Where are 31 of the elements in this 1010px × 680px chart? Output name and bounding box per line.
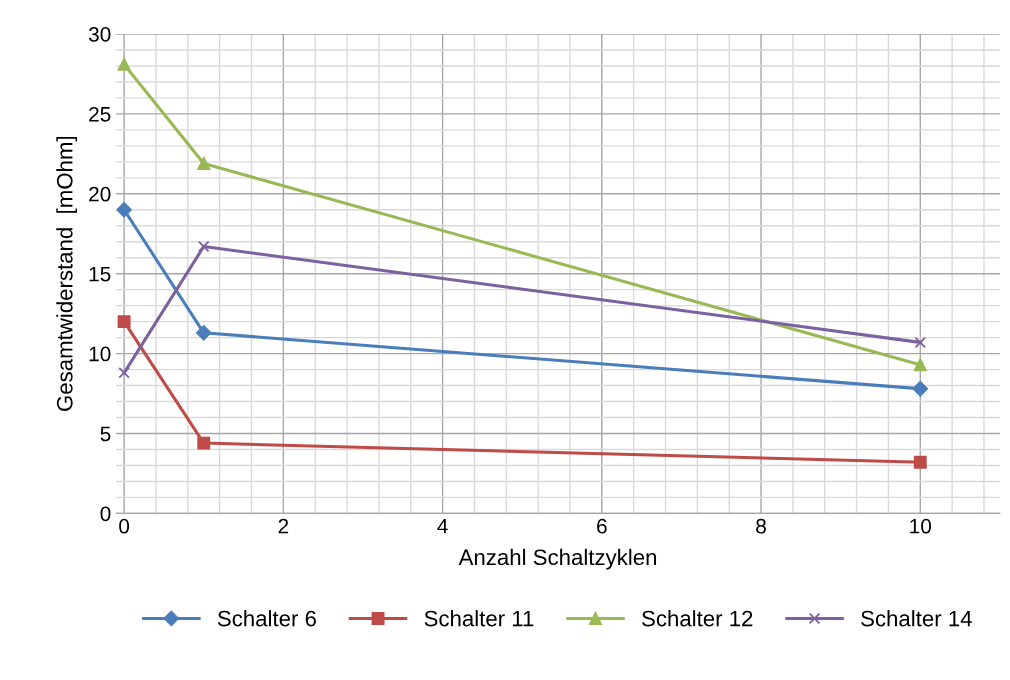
point [197, 156, 211, 170]
y-tick-label: 30 [88, 27, 111, 42]
point [914, 336, 927, 349]
legend-label: Schalter 11 [424, 610, 534, 627]
point [117, 315, 131, 329]
y-axis-title: Gesamtwiderstand [mOhm] [56, 136, 78, 411]
x-tick-label: 4 [437, 519, 448, 534]
y-tick-label: 25 [89, 106, 111, 122]
legend-label: Schalter 6 [217, 610, 316, 627]
legend-label: Schalter 12 [642, 610, 753, 627]
x-tick-label: 10 [910, 518, 932, 534]
x-tick-label: 0 [119, 518, 130, 534]
y-tick-label: 10 [89, 346, 111, 362]
y-tick-label: 15 [89, 266, 111, 282]
x-axis-title: Anzahl Schaltzyklen [458, 548, 657, 570]
point [197, 436, 211, 450]
x-tick-label: 6 [597, 518, 607, 534]
legend-label: Schalter 14 [861, 610, 972, 627]
point [116, 202, 132, 218]
point [117, 57, 131, 71]
point [195, 325, 212, 341]
x-tick-label: 8 [756, 518, 766, 534]
point [118, 367, 130, 379]
point [197, 240, 210, 253]
point [913, 455, 927, 469]
y-tick-label: 20 [89, 186, 111, 202]
y-tick-label: 0 [100, 506, 111, 522]
y-tick-label: 5 [100, 426, 111, 442]
point [912, 380, 929, 397]
x-tick-label: 2 [278, 518, 289, 534]
point [913, 358, 927, 372]
